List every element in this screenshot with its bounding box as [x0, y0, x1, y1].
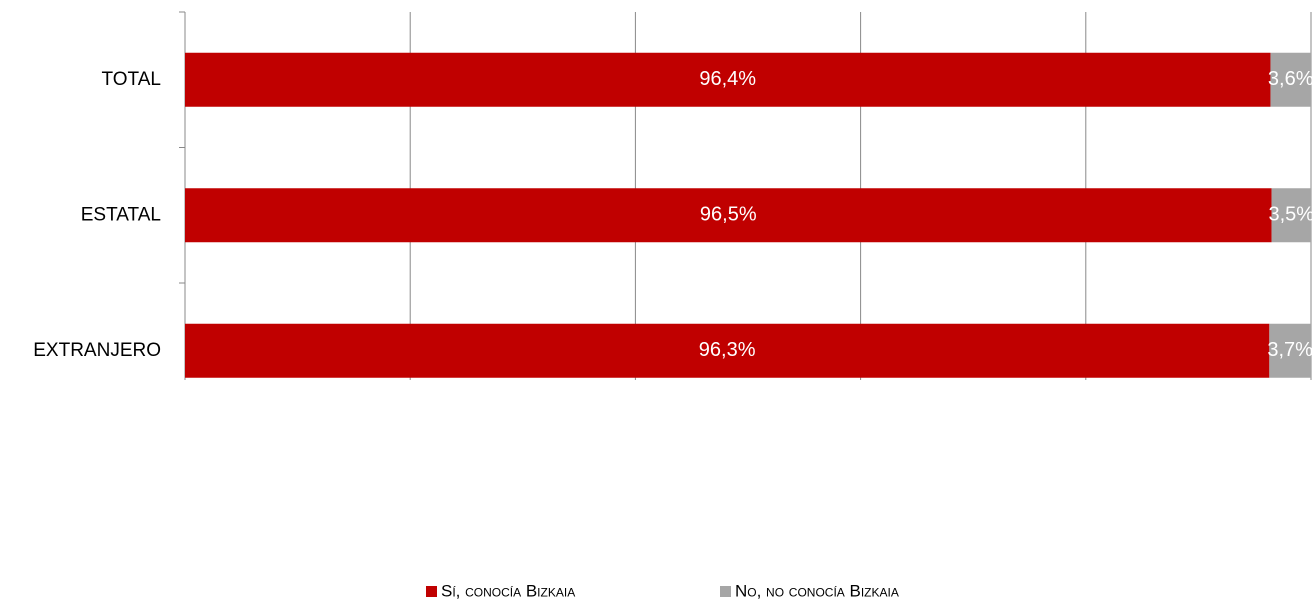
- category-label: EXTRANJERO: [33, 340, 161, 361]
- value-label: 3,5%: [1268, 204, 1314, 226]
- bar-segment: [1269, 323, 1311, 378]
- legend-swatch: [720, 586, 731, 597]
- legend-label: Sí, conocía Bizkaia: [441, 581, 575, 600]
- bar-segment: [1270, 52, 1311, 107]
- value-label: 3,6%: [1268, 68, 1314, 90]
- legend-label: No, no conocía Bizkaia: [735, 581, 899, 600]
- value-label: 96,3%: [699, 339, 756, 361]
- bar-segment: [185, 52, 1271, 107]
- category-label: TOTAL: [102, 69, 161, 90]
- bar-segment: [185, 188, 1272, 243]
- bar-segment: [1271, 188, 1311, 243]
- legend-swatch: [426, 586, 437, 597]
- bar-segment: [185, 323, 1270, 378]
- value-label: 96,4%: [699, 68, 756, 90]
- value-label: 3,7%: [1267, 339, 1313, 361]
- value-label: 96,5%: [700, 204, 757, 226]
- category-label: ESTATAL: [81, 204, 161, 225]
